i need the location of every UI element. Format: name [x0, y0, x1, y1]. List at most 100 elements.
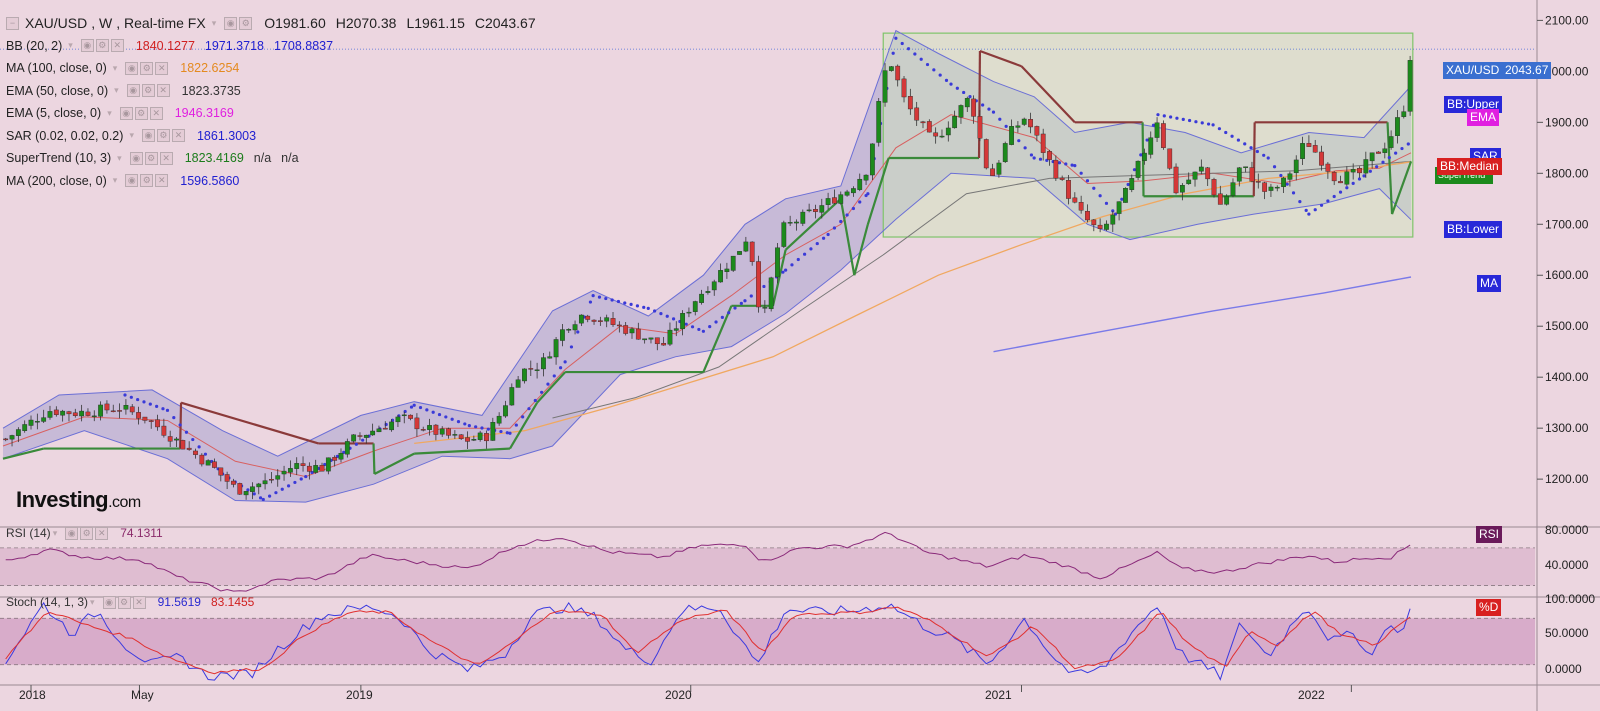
candle-body: [888, 66, 894, 71]
caret-icon[interactable]: ▾: [107, 107, 112, 118]
gear-icon[interactable]: ⚙: [144, 151, 158, 165]
candle: [484, 430, 489, 449]
gear-icon[interactable]: ⚙: [156, 129, 170, 143]
supertrend-segment: [536, 371, 566, 404]
candle: [281, 465, 287, 481]
close-icon[interactable]: ✕: [156, 84, 170, 98]
candle-body: [616, 324, 622, 327]
sar-dot: [527, 407, 531, 411]
eye-icon[interactable]: ◉: [125, 174, 139, 188]
candle-body: [186, 447, 192, 450]
caret-icon[interactable]: ▾: [114, 85, 119, 96]
eye-icon[interactable]: ◉: [102, 595, 116, 609]
sar-dot: [1032, 156, 1036, 160]
candle: [661, 336, 667, 346]
gear-icon[interactable]: ⚙: [117, 595, 131, 609]
eye-icon[interactable]: ◉: [80, 39, 94, 53]
candle-body: [692, 301, 698, 312]
candle-body: [1104, 223, 1109, 230]
sar-dot: [1194, 120, 1198, 124]
eye-icon[interactable]: ◉: [125, 61, 139, 75]
candle-body: [654, 337, 660, 345]
candle-body: [427, 425, 432, 430]
close-icon[interactable]: ✕: [132, 595, 146, 609]
eye-icon[interactable]: ◉: [126, 84, 140, 98]
sar-dot: [569, 345, 574, 349]
candle: [895, 64, 901, 87]
indicator-value: 1840.1277: [135, 38, 195, 53]
candle-body: [857, 178, 863, 190]
gear-icon[interactable]: ⚙: [239, 16, 253, 30]
caret-icon[interactable]: ▾: [129, 130, 134, 141]
candle: [1034, 125, 1040, 142]
eye-icon[interactable]: ◉: [65, 526, 79, 540]
candle: [952, 110, 958, 129]
candle-body: [705, 291, 711, 293]
rsi-pane: [0, 531, 1535, 592]
caret-icon[interactable]: ▾: [211, 17, 217, 28]
sar-dot: [148, 402, 152, 406]
candle: [1021, 117, 1027, 127]
candle-body: [129, 406, 135, 413]
eye-icon[interactable]: ◉: [119, 106, 133, 120]
caret-icon[interactable]: ▾: [112, 175, 118, 186]
sar-dot: [629, 302, 633, 307]
supertrend-segment: [414, 447, 511, 455]
gear-icon[interactable]: ⚙: [134, 106, 148, 120]
caret-icon[interactable]: ▾: [68, 40, 73, 51]
gear-icon[interactable]: ⚙: [140, 61, 154, 75]
close-icon[interactable]: ✕: [155, 61, 169, 75]
sar-dot: [597, 295, 602, 299]
gear-icon[interactable]: ⚙: [140, 174, 154, 188]
eye-icon[interactable]: ◉: [129, 151, 143, 165]
candle-body: [1236, 167, 1242, 182]
candle-body: [325, 457, 331, 472]
gear-icon[interactable]: ⚙: [95, 39, 109, 53]
caret-icon[interactable]: ▾: [52, 527, 58, 538]
y-tick-label: 2100.00: [1545, 13, 1589, 27]
gear-icon[interactable]: ⚙: [80, 526, 94, 540]
sar-dot: [1230, 134, 1234, 138]
collapse-icon[interactable]: −: [6, 16, 19, 30]
sar-dot: [919, 57, 923, 61]
close-icon[interactable]: ✕: [110, 39, 124, 53]
candle-body: [319, 465, 325, 472]
eye-icon[interactable]: ◉: [141, 129, 155, 143]
caret-icon[interactable]: ▾: [117, 152, 122, 163]
candle: [1047, 149, 1052, 166]
gear-icon[interactable]: ⚙: [141, 84, 155, 98]
candle: [275, 469, 281, 487]
y-tick-label: 2000.00: [1545, 64, 1589, 78]
sar-dot: [1243, 142, 1247, 146]
candle-body: [1395, 117, 1400, 136]
close-icon[interactable]: ✕: [155, 174, 169, 188]
candle-body: [1363, 159, 1369, 174]
sar-dot: [1224, 130, 1228, 135]
candle: [1331, 171, 1337, 186]
indicator-label: BB (20, 2): [6, 38, 63, 53]
caret-icon[interactable]: ▾: [112, 62, 118, 73]
candle: [1179, 183, 1185, 201]
sar-dot: [123, 393, 127, 397]
close-icon[interactable]: ✕: [149, 106, 163, 120]
candle: [1028, 112, 1033, 134]
sar-dot: [1104, 201, 1109, 205]
candle-body: [781, 222, 787, 247]
candle: [91, 410, 97, 422]
close-icon[interactable]: ✕: [159, 151, 173, 165]
eye-icon[interactable]: ◉: [224, 16, 238, 30]
sar-dot: [591, 294, 595, 298]
caret-icon[interactable]: ▾: [90, 596, 95, 607]
candle: [528, 360, 534, 376]
close-icon[interactable]: ✕: [95, 526, 109, 540]
candle: [591, 319, 597, 325]
candle-body: [1167, 148, 1173, 169]
candle-body: [1028, 119, 1033, 128]
candle-body: [300, 463, 306, 466]
candle-body: [756, 261, 761, 308]
close-icon[interactable]: ✕: [171, 129, 185, 143]
candle: [654, 337, 660, 351]
sar-dot: [1211, 123, 1215, 127]
ohlc-open: O1981.60: [264, 15, 326, 32]
